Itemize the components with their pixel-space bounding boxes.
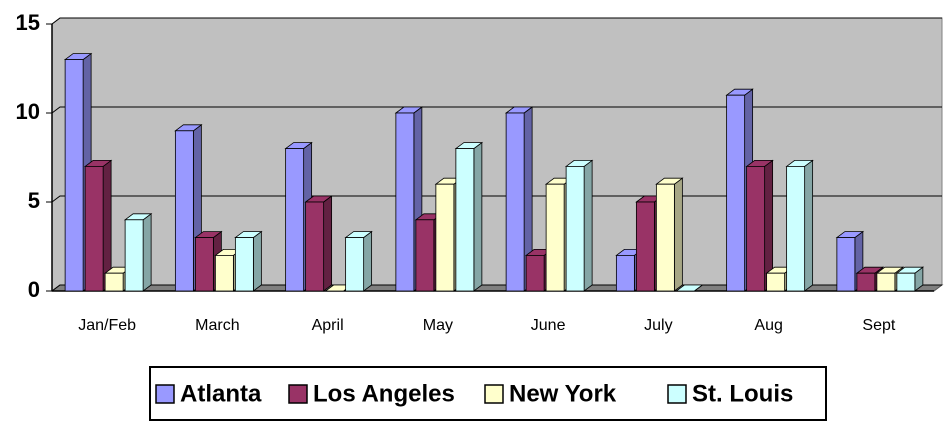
bar-side-shade: [764, 160, 773, 291]
bar-side-shade: [804, 160, 813, 291]
bar: [395, 112, 415, 292]
bar: [345, 237, 365, 292]
bar: [174, 130, 194, 292]
bar: [786, 165, 806, 292]
bar: [194, 237, 214, 292]
x-tick-label: April: [312, 317, 344, 334]
legend-label: St. Louis: [692, 380, 793, 407]
bar: [876, 272, 896, 292]
legend-label: Atlanta: [180, 380, 262, 407]
bar: [64, 59, 84, 292]
bar: [525, 254, 545, 292]
bar: [545, 183, 565, 292]
bar: [505, 112, 525, 292]
x-tick-label: Aug: [754, 317, 782, 334]
legend-swatch: [155, 384, 175, 404]
legend-label: Los Angeles: [313, 380, 455, 407]
grid-line: [51, 106, 942, 114]
bar: [565, 165, 585, 292]
legend-swatch: [288, 384, 308, 404]
bar: [214, 254, 234, 292]
bar: [655, 183, 675, 292]
y-tick-label: 10: [16, 99, 40, 124]
bar: [856, 272, 876, 292]
bar: [726, 94, 746, 292]
bar-side-shade: [323, 196, 332, 291]
bar: [896, 272, 916, 292]
legend-swatch: [484, 384, 504, 404]
x-tick-label: July: [644, 317, 672, 334]
bar: [415, 219, 435, 292]
x-tick-label: Jan/Feb: [78, 317, 136, 334]
bar: [285, 148, 305, 292]
bar: [455, 148, 475, 292]
bar: [84, 165, 104, 292]
bar-side-shade: [524, 107, 533, 291]
bar: [635, 201, 655, 292]
legend-swatch: [667, 384, 687, 404]
y-tick-label: 0: [28, 277, 40, 302]
bar-side-shade: [674, 178, 683, 291]
bar: [104, 272, 124, 292]
legend-label: New York: [509, 380, 617, 407]
bar: [124, 219, 144, 292]
bar-side-shade: [473, 142, 482, 291]
bar-top: [675, 284, 704, 292]
grid-line: [51, 17, 942, 25]
bar: [435, 183, 455, 292]
bar: [615, 254, 635, 292]
x-tick-label: May: [423, 317, 453, 334]
x-tick-label: June: [531, 317, 566, 334]
bar-side-shade: [143, 213, 152, 291]
y-tick-label: 5: [28, 188, 40, 213]
x-tick-label: March: [195, 317, 239, 334]
bar: [836, 237, 856, 292]
bar-side-shade: [253, 231, 262, 291]
x-tick-label: Sept: [862, 317, 895, 334]
bar: [766, 272, 786, 292]
bar-side-shade: [584, 160, 593, 291]
bar: [746, 165, 766, 292]
y-tick-label: 15: [16, 10, 40, 35]
bar-side-shade: [103, 160, 112, 291]
bar: [234, 237, 254, 292]
bar-side-shade: [914, 267, 923, 291]
bar-side-shade: [363, 231, 372, 291]
bar: [305, 201, 325, 292]
